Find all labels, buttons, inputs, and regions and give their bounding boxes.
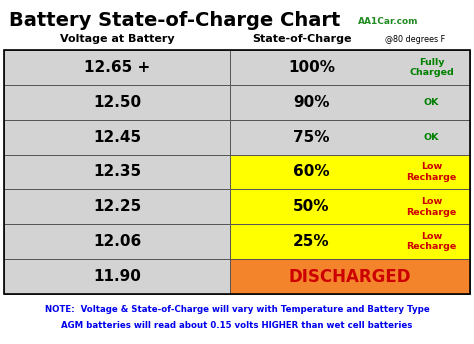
Bar: [230, 85, 470, 120]
Text: NOTE:  Voltage & State-of-Charge will vary with Temperature and Battery Type: NOTE: Voltage & State-of-Charge will var…: [45, 305, 429, 314]
Text: 12.25: 12.25: [93, 200, 141, 214]
Text: 60%: 60%: [293, 164, 330, 180]
Text: 12.45: 12.45: [93, 130, 141, 144]
Text: 12.06: 12.06: [93, 234, 141, 249]
Text: Low
Recharge: Low Recharge: [406, 232, 456, 251]
Bar: [4, 85, 230, 120]
Text: AGM batteries will read about 0.15 volts HIGHER than wet cell batteries: AGM batteries will read about 0.15 volts…: [61, 322, 413, 331]
Text: Battery State-of-Charge Chart: Battery State-of-Charge Chart: [9, 11, 341, 31]
Bar: [4, 120, 230, 154]
Text: 12.65 +: 12.65 +: [84, 60, 150, 75]
Text: 75%: 75%: [293, 130, 330, 144]
Text: 25%: 25%: [293, 234, 330, 249]
Text: DISCHARGED: DISCHARGED: [289, 268, 411, 286]
Text: 11.90: 11.90: [93, 269, 141, 284]
Text: @80 degrees F: @80 degrees F: [385, 34, 445, 43]
Text: 12.50: 12.50: [93, 95, 141, 110]
Text: State-of-Charge: State-of-Charge: [252, 34, 351, 44]
Bar: [230, 120, 470, 154]
Text: 12.35: 12.35: [93, 164, 141, 180]
Bar: [230, 50, 470, 85]
Bar: [4, 259, 230, 294]
Text: Fully
Charged: Fully Charged: [409, 58, 454, 77]
Text: OK: OK: [424, 133, 439, 142]
Text: 90%: 90%: [293, 95, 330, 110]
Bar: [4, 190, 230, 224]
Bar: [4, 154, 230, 190]
Bar: [4, 50, 470, 294]
Text: Low
Recharge: Low Recharge: [406, 197, 456, 217]
Text: OK: OK: [424, 98, 439, 107]
Text: 50%: 50%: [293, 200, 330, 214]
Bar: [230, 224, 470, 259]
Bar: [230, 190, 470, 224]
Text: 100%: 100%: [288, 60, 335, 75]
Text: Voltage at Battery: Voltage at Battery: [60, 34, 174, 44]
Text: Low
Recharge: Low Recharge: [406, 162, 456, 182]
Bar: [230, 259, 470, 294]
Text: AA1Car.com: AA1Car.com: [358, 17, 419, 25]
Bar: [4, 50, 230, 85]
Bar: [4, 224, 230, 259]
Bar: [230, 154, 470, 190]
